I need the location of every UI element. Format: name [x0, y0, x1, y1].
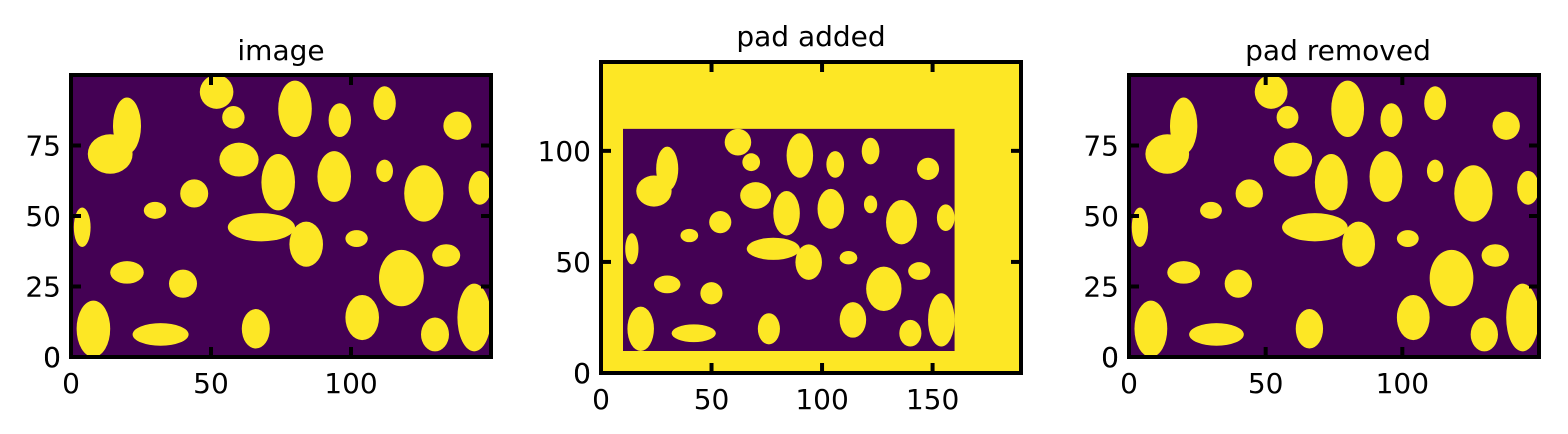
x-tick-label: 0	[1120, 367, 1138, 400]
x-tick-label: 0	[592, 383, 610, 416]
panel-pad-added: pad added 0 50 100 150 0 50 100 0	[538, 20, 1023, 416]
x-ticks: 0 50 100	[62, 75, 378, 400]
x-tick-label: 50	[1248, 367, 1284, 400]
y-tick-label: 25	[25, 271, 61, 304]
x-tick-label: 100	[795, 383, 848, 416]
panel-title: pad removed	[1245, 34, 1431, 67]
y-tick-label: 75	[1083, 130, 1119, 163]
x-tick-label: 50	[193, 367, 229, 400]
panel-title: pad added	[736, 20, 885, 53]
y-tick-label: 25	[1083, 271, 1119, 304]
x-tick-label: 150	[906, 383, 959, 416]
y-tick-label: 50	[555, 246, 591, 279]
y-tick-label: 0	[1101, 341, 1119, 374]
y-tick-label: 50	[1083, 200, 1119, 233]
y-tick-label-origin: 0	[43, 341, 61, 374]
y-tick-label-origin: 0	[1101, 341, 1119, 374]
axes-frame	[599, 60, 1023, 375]
x-ticks: 0 50 100 150	[592, 62, 959, 416]
panel-title: image	[237, 34, 324, 67]
y-tick-label: 100	[538, 135, 591, 168]
x-tick-label: 50	[694, 383, 730, 416]
x-ticks: 0 50 100	[1120, 75, 1429, 400]
y-tick-label-origin: 0	[573, 357, 591, 390]
panel-pad-removed: pad removed 0 50 100 0 25 50 75 0	[1083, 34, 1541, 400]
y-tick-label: 0	[573, 357, 591, 390]
heatmap-pad-removed	[1129, 75, 1539, 357]
panel-image: image 0 50 100 0 25 50 75 0	[25, 34, 493, 400]
heatmap-pad-added	[623, 128, 955, 351]
x-tick-label: 100	[1376, 367, 1429, 400]
x-tick-label: 100	[324, 367, 377, 400]
heatmap-image	[71, 75, 491, 357]
y-tick-label: 75	[25, 130, 61, 163]
y-tick-label: 0	[43, 341, 61, 374]
x-tick-label: 0	[62, 367, 80, 400]
y-tick-label: 50	[25, 200, 61, 233]
